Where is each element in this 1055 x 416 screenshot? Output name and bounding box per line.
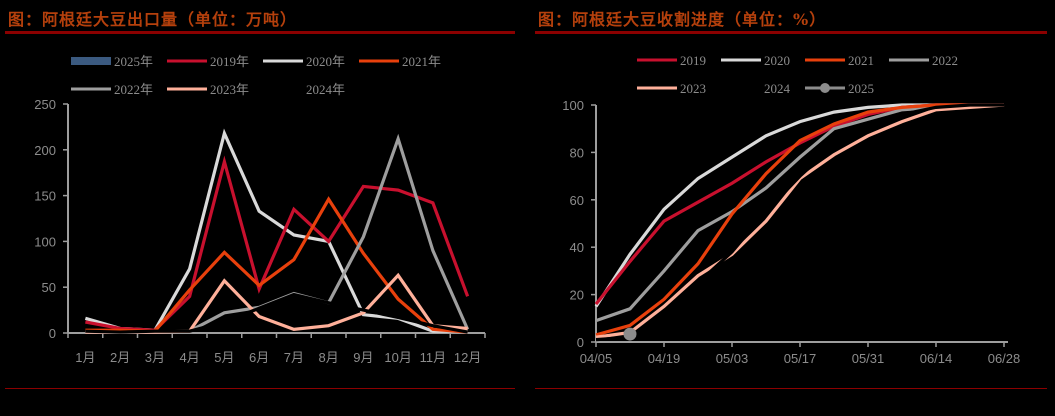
- legend-label: 2024: [764, 81, 791, 96]
- harvest-legend-item-2: 2021: [805, 53, 874, 68]
- export-legend-item-4: 2022年: [71, 82, 153, 97]
- legend-label: 2021: [848, 53, 874, 68]
- footer-rule: [5, 388, 515, 389]
- y-tick-label: 200: [34, 143, 56, 158]
- legend-label: 2022: [932, 53, 958, 68]
- x-tick-label: 6月: [249, 350, 269, 365]
- legend-label: 2025年: [114, 54, 153, 69]
- x-tick-label: 04/19: [648, 351, 681, 366]
- title-rule: [5, 31, 515, 34]
- harvest-chart-title: 图：阿根廷大豆收割进度（单位：%）: [538, 10, 827, 29]
- series-line-2022: [595, 103, 1004, 323]
- legend-swatch: [71, 57, 111, 65]
- harvest-legend-item-1: 2020: [721, 53, 790, 68]
- series-line-2019: [594, 103, 1004, 306]
- series-marker-2025: [623, 327, 637, 341]
- legend-label: 2019年: [210, 54, 249, 69]
- x-tick-label: 9月: [353, 350, 373, 365]
- x-tick-label: 1月: [75, 350, 95, 365]
- y-tick-label: 60: [570, 193, 584, 208]
- series-line-2019年: [85, 155, 470, 332]
- legend-label: 2019: [680, 53, 706, 68]
- harvest-legend-item-6: 2025: [805, 81, 874, 96]
- x-tick-label: 04/05: [580, 351, 613, 366]
- legend-label: 2021年: [402, 54, 441, 69]
- x-tick-label: 06/14: [920, 351, 953, 366]
- x-tick-label: 10月: [384, 350, 411, 365]
- harvest-legend-item-5: 2024: [721, 81, 791, 96]
- x-tick-label: 2月: [110, 350, 130, 365]
- export-volume-panel: 图：阿根廷大豆出口量（单位：万吨） 2025年 2019年 2020年 2021年 20…: [0, 0, 520, 416]
- export-legend-item-6: 2024年: [263, 82, 345, 97]
- export-legend-item-5: 2023年: [167, 82, 249, 97]
- export-chart-title: 图：阿根廷大豆出口量（单位：万吨）: [8, 10, 298, 29]
- x-tick-label: 7月: [284, 350, 304, 365]
- title-rule: [535, 31, 1047, 34]
- x-tick-label: 3月: [145, 350, 165, 365]
- series-line-2021年: [85, 196, 468, 334]
- y-tick-label: 80: [570, 145, 584, 160]
- footer-rule: [535, 388, 1047, 389]
- harvest-legend-item-3: 2022: [889, 53, 958, 68]
- x-tick-label: 05/17: [784, 351, 817, 366]
- legend-label: 2024年: [306, 82, 345, 97]
- x-tick-label: 06/28: [988, 351, 1021, 366]
- x-tick-label: 8月: [319, 350, 339, 365]
- export-legend-item-1: 2019年: [167, 54, 249, 69]
- legend-label: 2025: [848, 81, 874, 96]
- export-legend-item-0: 2025年: [71, 54, 153, 69]
- legend-label: 2023年: [210, 82, 249, 97]
- y-tick-label: 50: [42, 280, 56, 295]
- y-tick-label: 20: [570, 288, 584, 303]
- series-line-2023: [595, 103, 1005, 339]
- x-tick-label: 05/31: [852, 351, 885, 366]
- export-legend-item-2: 2020年: [263, 54, 345, 69]
- harvest-legend-item-4: 2023: [637, 81, 706, 96]
- y-tick-label: 250: [34, 97, 56, 112]
- harvest-progress-chart: 2019 2020 2021 2022 2023 2024 2025 0 20 40 60 80 100…: [562, 53, 1021, 366]
- y-tick-label: 100: [34, 234, 56, 249]
- y-tick-label: 150: [34, 189, 56, 204]
- harvest-progress-panel: 图：阿根廷大豆收割进度（单位：%） 2019 2020 2021 2022 2023 20…: [530, 0, 1055, 416]
- y-tick-label: 100: [562, 98, 584, 113]
- x-tick-label: 5月: [214, 350, 234, 365]
- x-tick-label: 12月: [454, 350, 481, 365]
- legend-marker-icon: [820, 83, 830, 93]
- x-tick-label: 4月: [180, 350, 200, 365]
- legend-label: 2020: [764, 53, 790, 68]
- series-line-2024: [595, 103, 1004, 342]
- export-legend-item-3: 2021年: [359, 54, 441, 69]
- export-volume-chart: 2025年 2019年 2020年 2021年 2022年 2023年 2024年 0 50 10…: [34, 54, 486, 365]
- legend-label: 2022年: [114, 82, 153, 97]
- series-line-2021: [595, 103, 1004, 337]
- legend-label: 2020年: [306, 54, 345, 69]
- series-line-2024年: [85, 292, 468, 334]
- y-tick-label: 40: [570, 240, 584, 255]
- legend-label: 2023: [680, 81, 706, 96]
- harvest-legend-item-0: 2019: [637, 53, 706, 68]
- y-tick-label: 0: [577, 335, 584, 350]
- x-tick-label: 05/03: [716, 351, 749, 366]
- x-tick-label: 11月: [420, 350, 447, 365]
- y-tick-label: 0: [49, 326, 56, 341]
